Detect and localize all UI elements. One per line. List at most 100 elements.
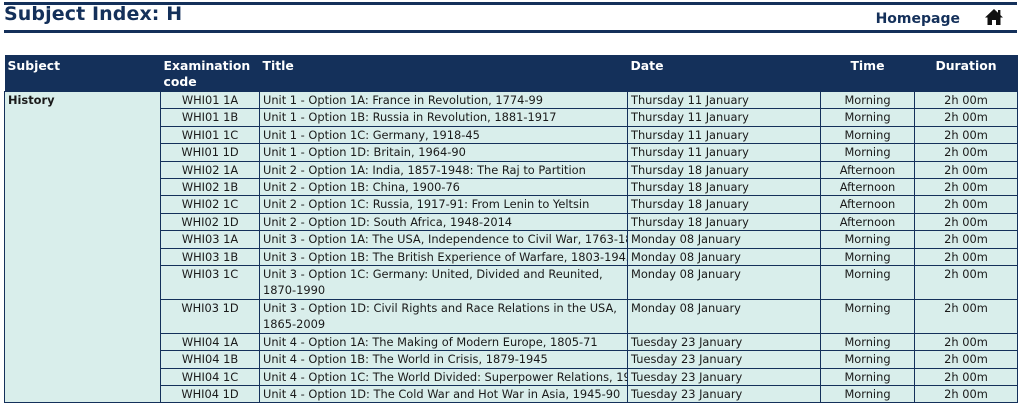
code-cell: WHI04 1D <box>160 385 260 404</box>
duration-cell: 2h 00m <box>914 160 1018 179</box>
table-row: WHI03 1C Unit 3 - Option 1C: Germany: Uni… <box>5 264 1018 300</box>
title-cell: Unit 3 - Option 1A: The USA, Independenc… <box>259 230 628 249</box>
title-cell: Unit 4 - Option 1A: The Making of Modern… <box>259 332 628 352</box>
duration-cell: 2h 00m <box>914 212 1018 232</box>
time-cell: Afternoon <box>820 212 915 232</box>
date-cell: Thursday 11 January <box>627 108 821 127</box>
table-row: WHI01 1D Unit 1 - Option 1D: Britain, 196… <box>5 143 1018 162</box>
duration-cell: 2h 00m <box>914 332 1018 352</box>
column-header-subject: Subject <box>4 55 161 92</box>
subject-cell: History <box>4 90 161 404</box>
time-cell: Morning <box>820 332 915 352</box>
date-cell: Thursday 11 January <box>627 143 821 162</box>
title-cell: Unit 2 - Option 1D: South Africa, 1948-2… <box>259 212 628 232</box>
time-cell: Morning <box>820 264 915 300</box>
time-cell: Morning <box>820 350 915 369</box>
table-row: WHI02 1C Unit 2 - Option 1C: Russia, 1917… <box>5 195 1018 214</box>
duration-cell: 2h 00m <box>914 247 1018 266</box>
column-header-time: Time <box>820 55 915 92</box>
date-cell: Tuesday 23 January <box>627 332 821 352</box>
code-cell: WHI03 1B <box>160 247 260 266</box>
table-row: History WHI01 1A Unit 1 - Option 1A: Franc… <box>4 90 1018 404</box>
duration-cell: 2h 00m <box>914 177 1018 197</box>
time-cell: Afternoon <box>820 177 915 197</box>
code-cell: WHI04 1A <box>160 332 260 352</box>
duration-cell: 2h 00m <box>914 350 1018 369</box>
code-cell: WHI03 1D <box>160 298 260 334</box>
table-header-row: Subject Examination code Title Date Time… <box>4 55 1018 92</box>
date-cell: Thursday 18 January <box>627 212 821 232</box>
code-cell: WHI02 1C <box>160 195 260 214</box>
duration-cell: 2h 00m <box>914 367 1018 387</box>
time-cell: Morning <box>820 367 915 387</box>
column-header-title: Title <box>259 55 628 92</box>
table-row: WHI03 1A Unit 3 - Option 1A: The USA, Ind… <box>5 230 1018 249</box>
table-body: History WHI01 1A Unit 1 - Option 1A: Franc… <box>4 90 1018 404</box>
title-cell: Unit 1 - Option 1A: France in Revolution… <box>259 90 628 110</box>
code-cell: WHI02 1A <box>160 160 260 179</box>
page-title: Subject Index: H <box>4 3 183 25</box>
title-cell: Unit 4 - Option 1D: The Cold War and Hot… <box>259 385 628 404</box>
duration-cell: 2h 00m <box>914 125 1018 145</box>
date-cell: Tuesday 23 January <box>627 367 821 387</box>
table-row: WHI04 1C Unit 4 - Option 1C: The World Di… <box>5 367 1018 387</box>
date-cell: Monday 08 January <box>627 264 821 300</box>
table-row: WHI02 1D Unit 2 - Option 1D: South Africa… <box>5 212 1018 232</box>
title-cell: Unit 3 - Option 1B: The British Experien… <box>259 247 628 266</box>
title-cell: Unit 1 - Option 1D: Britain, 1964-90 <box>259 143 628 162</box>
title-cell: Unit 2 - Option 1A: India, 1857-1948: Th… <box>259 160 628 179</box>
code-cell: WHI03 1C <box>160 264 260 300</box>
table-row: WHI04 1D Unit 4 - Option 1D: The Cold War… <box>5 385 1018 404</box>
code-cell: WHI03 1A <box>160 230 260 249</box>
duration-cell: 2h 00m <box>914 385 1018 404</box>
table-row: WHI02 1B Unit 2 - Option 1B: China, 1900-… <box>5 177 1018 197</box>
code-cell: WHI01 1D <box>160 143 260 162</box>
date-cell: Tuesday 23 January <box>627 350 821 369</box>
time-cell: Morning <box>820 108 915 127</box>
duration-cell: 2h 00m <box>914 143 1018 162</box>
time-cell: Morning <box>820 90 915 110</box>
title-cell: Unit 3 - Option 1D: Civil Rights and Rac… <box>259 298 628 334</box>
table-row: WHI01 1B Unit 1 - Option 1B: Russia in Re… <box>5 108 1018 127</box>
code-cell: WHI04 1B <box>160 350 260 369</box>
code-cell: WHI02 1B <box>160 177 260 197</box>
time-cell: Morning <box>820 143 915 162</box>
date-cell: Monday 08 January <box>627 247 821 266</box>
duration-cell: 2h 00m <box>914 195 1018 214</box>
time-cell: Morning <box>820 247 915 266</box>
table-row: WHI04 1B Unit 4 - Option 1B: The World in… <box>5 350 1018 369</box>
column-header-duration: Duration <box>914 55 1018 92</box>
duration-cell: 2h 00m <box>914 108 1018 127</box>
time-cell: Afternoon <box>820 195 915 214</box>
time-cell: Morning <box>820 125 915 145</box>
title-cell: Unit 2 - Option 1B: China, 1900-76 <box>259 177 628 197</box>
title-cell: Unit 1 - Option 1C: Germany, 1918-45 <box>259 125 628 145</box>
code-cell: WHI04 1C <box>160 367 260 387</box>
subject-index-table: Subject Examination code Title Date Time… <box>4 55 1018 404</box>
code-cell: WHI01 1B <box>160 108 260 127</box>
date-cell: Monday 08 January <box>627 230 821 249</box>
header-bar <box>4 2 1017 33</box>
date-cell: Thursday 18 January <box>627 160 821 179</box>
home-icon[interactable] <box>984 8 1004 26</box>
duration-cell: 2h 00m <box>914 298 1018 334</box>
time-cell: Morning <box>820 298 915 334</box>
date-cell: Thursday 18 January <box>627 177 821 197</box>
date-cell: Monday 08 January <box>627 298 821 334</box>
time-cell: Afternoon <box>820 160 915 179</box>
date-cell: Thursday 11 January <box>627 90 821 110</box>
title-cell: Unit 4 - Option 1C: The World Divided: S… <box>259 367 628 387</box>
homepage-link[interactable]: Homepage <box>875 11 960 27</box>
column-header-date: Date <box>627 55 821 92</box>
duration-cell: 2h 00m <box>914 264 1018 300</box>
title-cell: Unit 2 - Option 1C: Russia, 1917-91: Fro… <box>259 195 628 214</box>
code-cell: WHI01 1A <box>160 90 260 110</box>
code-cell: WHI01 1C <box>160 125 260 145</box>
table-row: WHI02 1A Unit 2 - Option 1A: India, 1857-… <box>5 160 1018 179</box>
time-cell: Morning <box>820 230 915 249</box>
date-cell: Thursday 11 January <box>627 125 821 145</box>
code-cell: WHI02 1D <box>160 212 260 232</box>
title-cell: Unit 3 - Option 1C: Germany: United, Div… <box>259 264 628 300</box>
duration-cell: 2h 00m <box>914 90 1018 110</box>
table-row: WHI04 1A Unit 4 - Option 1A: The Making o… <box>5 332 1018 352</box>
